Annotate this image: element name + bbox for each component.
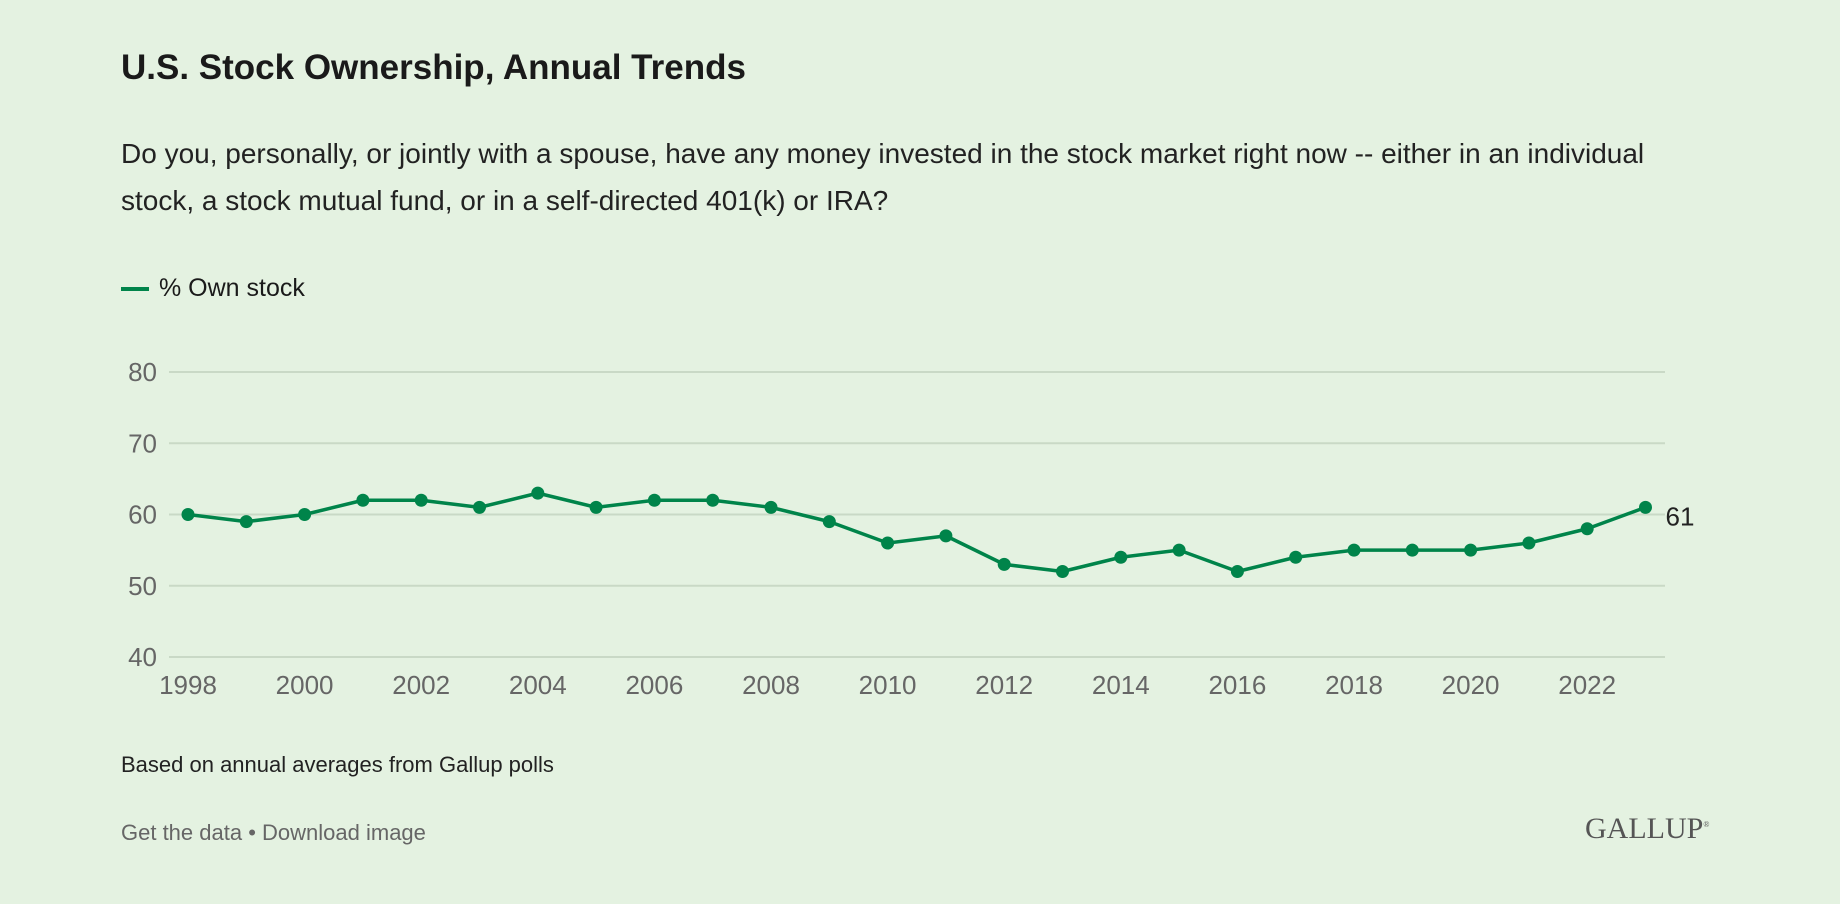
x-tick-label: 2004 [509,670,567,700]
chart-subtitle: Do you, personally, or jointly with a sp… [121,138,1645,216]
data-point [589,500,603,514]
data-point [298,508,312,521]
data-point [997,557,1011,571]
data-point [1347,543,1361,557]
legend-label: % Own stock [159,274,305,302]
legend-swatch [121,286,149,291]
data-point [473,500,486,514]
data-point [531,486,545,500]
data-point [1639,500,1652,514]
download-image-link[interactable]: Download image [262,820,426,845]
x-tick-label: 2012 [975,670,1033,700]
x-tick-label: 2008 [742,670,800,700]
data-point [1522,536,1536,550]
x-tick-label: 2010 [859,670,917,700]
data-point [239,515,253,529]
data-point [1580,522,1594,536]
x-tick-label: 2018 [1325,670,1383,700]
data-point [764,500,778,514]
series-line [187,491,1647,574]
data-point [356,493,370,507]
chart-title: U.S. Stock Ownership, Annual Trends [121,48,746,87]
x-tick-label: 2000 [276,670,334,700]
x-tick-label: 1998 [159,670,217,700]
data-point [1405,543,1419,557]
data-point [1172,543,1186,557]
y-tick-label: 70 [128,428,157,458]
x-tick-label: 2020 [1442,670,1500,700]
data-point [181,508,195,521]
legend: % Own stock [121,274,305,303]
data-point [1230,565,1244,578]
data-point [1114,550,1128,564]
data-point [647,493,661,507]
data-point [1056,565,1069,578]
get-data-link[interactable]: Get the data [121,820,243,845]
footer-links: Get the data • Download image [121,820,426,846]
data-point [822,515,836,529]
x-tick-label: 2002 [392,670,450,700]
data-point [881,536,895,550]
y-tick-label: 50 [128,571,157,601]
x-tick-label: 2006 [625,670,683,700]
data-point [706,493,720,507]
y-tick-label: 80 [128,357,157,387]
end-value-label: 61 [1666,501,1695,531]
gallup-logo: GALLUP® [1585,812,1710,845]
x-tick-label: 2022 [1558,670,1616,700]
x-tick-label: 2014 [1092,670,1150,700]
y-tick-label: 60 [128,500,157,530]
separator: • [242,820,263,845]
data-point [939,529,953,543]
chart-note: Based on annual averages from Gallup pol… [121,752,554,777]
y-tick-label: 40 [128,642,157,672]
data-point [414,493,428,507]
data-point [1289,550,1303,564]
data-point [1464,543,1478,557]
x-tick-label: 2016 [1208,670,1266,700]
